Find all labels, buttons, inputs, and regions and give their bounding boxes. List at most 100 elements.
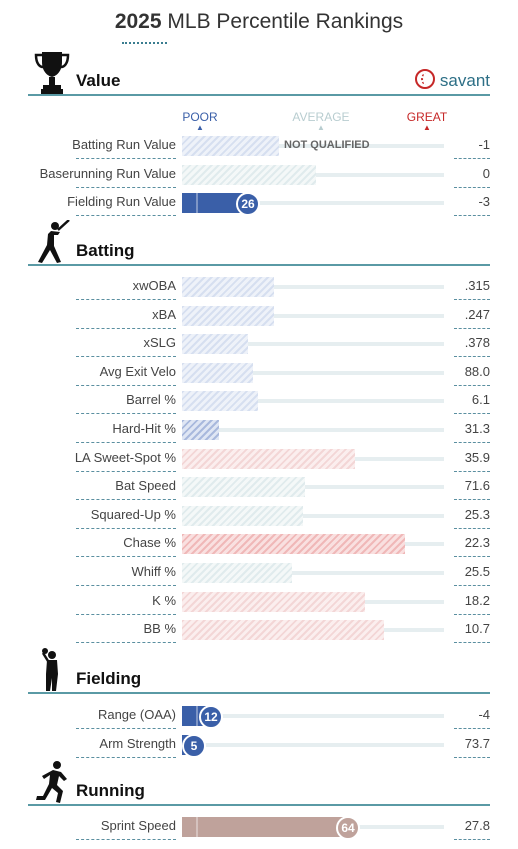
percentile-bar: [182, 817, 350, 837]
row-divider-right: [454, 158, 490, 159]
metric-row[interactable]: Barrel % 6.1: [0, 388, 518, 416]
metric-row[interactable]: xBA .247: [0, 303, 518, 331]
row-divider-left: [76, 215, 176, 216]
metric-label: Whiff %: [131, 564, 176, 579]
metric-label: Arm Strength: [99, 736, 176, 751]
row-divider-left: [76, 327, 176, 329]
percentile-bar: [182, 136, 279, 156]
fielder-icon: [41, 648, 58, 691]
metric-row[interactable]: xSLG .378: [0, 331, 518, 359]
metric-row[interactable]: xwOBA .315: [0, 274, 518, 302]
percentile-track: [182, 513, 444, 518]
metric-value: 6.1: [471, 392, 490, 408]
section-header-value: Value savant: [28, 52, 490, 96]
row-divider-left: [76, 556, 176, 558]
metric-value: 88.0: [464, 363, 490, 379]
percentile-badge: 64: [336, 816, 360, 840]
metric-row[interactable]: BB % 10.7: [0, 617, 518, 645]
metric-row[interactable]: Whiff % 25.5: [0, 560, 518, 588]
percentile-badge: 26: [236, 192, 260, 216]
percentile-badge: 5: [182, 734, 206, 758]
metric-value: 0: [482, 165, 490, 181]
percentile-bar: [182, 505, 303, 526]
metric-value: 25.3: [464, 506, 490, 522]
percentile-track: [182, 399, 444, 404]
metric-row[interactable]: Batting Run Value NOT QUALIFIED -1: [0, 133, 518, 161]
percentile-bar: [182, 391, 258, 412]
metric-value: 73.7: [464, 736, 490, 751]
metric-value: 71.6: [464, 478, 490, 494]
metric-value: -4: [478, 707, 490, 722]
scale-poor-label: POOR: [182, 110, 218, 124]
row-divider-left: [76, 499, 176, 501]
metric-label: Batting Run Value: [72, 137, 176, 152]
metric-row[interactable]: LA Sweet-Spot % 35.9: [0, 446, 518, 474]
savant-brand-text: savant: [439, 71, 490, 90]
metric-label: xSLG: [143, 335, 176, 351]
row-divider-right: [454, 757, 490, 758]
percentile-track: [182, 201, 444, 205]
metric-value: .315: [464, 278, 490, 293]
metric-value: -3: [478, 194, 490, 209]
row-divider-right: [454, 299, 490, 300]
metric-value: 31.3: [464, 421, 490, 436]
row-divider-right: [454, 186, 490, 188]
bar-tick: [196, 706, 198, 726]
row-divider-left: [76, 442, 176, 443]
runner-icon: [36, 761, 67, 803]
metric-value: .378: [464, 335, 490, 351]
section-label-fielding: Fielding: [76, 669, 142, 688]
row-divider-right: [454, 585, 490, 586]
metric-row[interactable]: Chase % 22.3: [0, 531, 518, 559]
savant-brand[interactable]: savant: [414, 69, 490, 91]
batter-icon: [38, 220, 70, 263]
percentile-bar: [182, 193, 250, 213]
metric-label: LA Sweet-Spot %: [74, 449, 176, 465]
row-divider-right: [454, 384, 490, 386]
metric-value: 35.9: [464, 449, 490, 465]
percentile-bar: [182, 534, 405, 555]
section-header-running: Running: [28, 761, 490, 806]
row-divider-left: [76, 839, 176, 840]
metric-row[interactable]: Bat Speed 71.6: [0, 474, 518, 502]
title-text: MLB Percentile Rankings: [167, 10, 404, 33]
metric-value: .247: [464, 306, 490, 322]
title-underline: [122, 42, 167, 44]
metric-value: 27.8: [464, 818, 490, 833]
row-divider-right: [454, 556, 490, 558]
metric-row[interactable]: K % 18.2: [0, 589, 518, 617]
metric-row[interactable]: Range (OAA) 12 -4: [0, 703, 518, 731]
metric-label: xwOBA: [132, 278, 176, 293]
row-divider-right: [454, 642, 490, 644]
percentile-bar: [182, 305, 274, 326]
metric-label: Bat Speed: [115, 478, 176, 494]
metric-row[interactable]: Fielding Run Value 26 -3: [0, 190, 518, 218]
metric-row[interactable]: Sprint Speed 64 27.8: [0, 814, 518, 842]
metric-label: Range (OAA): [97, 707, 176, 722]
row-divider-right: [454, 215, 490, 216]
scale-average: AVERAGE ▲: [281, 110, 361, 132]
row-divider-left: [76, 728, 176, 729]
row-divider-left: [76, 642, 176, 644]
percentile-badge: 12: [199, 705, 223, 729]
metric-row[interactable]: Avg Exit Velo 88.0: [0, 360, 518, 388]
percentile-bar: [182, 277, 274, 297]
row-divider-left: [76, 585, 176, 586]
percentile-bar: [182, 591, 365, 612]
percentile-track: [182, 313, 444, 318]
metric-row[interactable]: Arm Strength 5 73.7: [0, 732, 518, 760]
row-divider-left: [76, 527, 176, 529]
metric-label: Chase %: [123, 535, 176, 551]
row-divider-right: [454, 613, 490, 615]
metric-row[interactable]: Baserunning Run Value 0: [0, 162, 518, 190]
metric-row[interactable]: Squared-Up % 25.3: [0, 503, 518, 531]
metric-label: BB %: [143, 621, 176, 637]
row-divider-right: [454, 499, 490, 501]
metric-row[interactable]: Hard-Hit % 31.3: [0, 417, 518, 445]
metric-label: K %: [152, 592, 176, 608]
metric-value: 22.3: [464, 535, 490, 551]
metric-label: Hard-Hit %: [112, 421, 176, 436]
metric-label: Squared-Up %: [90, 506, 176, 522]
row-divider-left: [76, 757, 176, 758]
scale-great-label: GREAT: [406, 110, 448, 124]
